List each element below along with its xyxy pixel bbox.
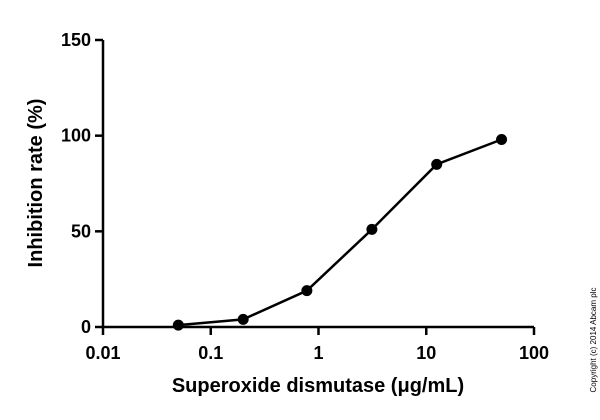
- x-tick-label: 10: [416, 343, 436, 363]
- point: [431, 158, 443, 170]
- x-tick-label: 0.01: [85, 343, 120, 363]
- y-tick-label: 50: [71, 221, 91, 241]
- x-axis-title: Superoxide dismutase (μg/mL): [172, 375, 464, 397]
- y-tick-label: 0: [81, 317, 91, 337]
- x-tick-label: 100: [519, 343, 549, 363]
- x-tick-label: 1: [313, 343, 323, 363]
- x-tick-label: 0.1: [198, 343, 223, 363]
- copyright: Copyright (c) 2014 Abcam plc: [589, 288, 598, 393]
- point: [172, 319, 184, 331]
- y-tick-label: 100: [61, 126, 91, 146]
- point: [237, 313, 249, 325]
- point: [366, 223, 378, 235]
- line: [178, 138, 503, 327]
- point: [496, 133, 508, 145]
- y-tick-label: 150: [61, 30, 91, 50]
- y-axis-title: Inhibition rate (%): [25, 99, 47, 268]
- point: [301, 285, 313, 297]
